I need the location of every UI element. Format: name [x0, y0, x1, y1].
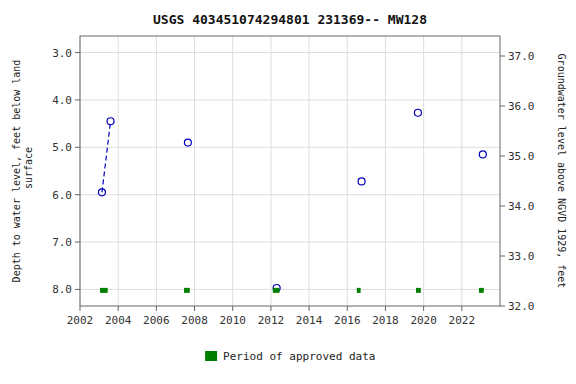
y2-tick-label: 37.0 [508, 50, 535, 63]
data-point [184, 139, 191, 146]
x-tick-label: 2016 [334, 314, 361, 327]
y2-axis-label: Groundwater level above NGVD 1929, feet [556, 54, 567, 289]
grid [80, 36, 500, 306]
y2-tick-label: 34.0 [508, 200, 535, 213]
y-tick-label: 4.0 [52, 94, 72, 107]
approved-bar [357, 288, 361, 293]
y2-tick [500, 306, 505, 307]
x-tick [194, 306, 195, 311]
grid-line-x [461, 36, 462, 306]
chart: 2002 2004 2006 2008 2010 2012 2014 2016 2018 2020… [0, 0, 576, 384]
x-tick-label: 2002 [67, 314, 94, 327]
y-tick-label: 5.0 [52, 141, 72, 154]
y2-tick-label: 36.0 [508, 100, 535, 113]
plot-frame [80, 36, 500, 306]
grid-line-y [80, 194, 500, 195]
grid-line-x [270, 36, 271, 306]
y-tick [75, 289, 80, 290]
approved-bar [273, 288, 280, 293]
y2-tick-label: 35.0 [508, 150, 535, 163]
y2-tick [500, 106, 505, 107]
y-tick-label: 7.0 [52, 236, 72, 249]
y-tick-label: 8.0 [52, 283, 72, 296]
data-point [414, 109, 421, 116]
x-tick [118, 306, 119, 311]
x-tick [423, 306, 424, 311]
grid-line-x [385, 36, 386, 306]
y2-tick [500, 56, 505, 57]
y2-tick-label: 33.0 [508, 250, 535, 263]
grid-line-x [232, 36, 233, 306]
x-tick-label: 2012 [258, 314, 285, 327]
x-tick-label: 2014 [296, 314, 323, 327]
x-tick-label: 2022 [449, 314, 476, 327]
grid-line-x [309, 36, 310, 306]
x-tick [156, 306, 157, 311]
y2-tick [500, 156, 505, 157]
data-point [107, 118, 114, 125]
grid-line-x [156, 36, 157, 306]
legend-label: Period of approved data [223, 350, 375, 363]
x-tick [270, 306, 271, 311]
marks [98, 109, 486, 293]
grid-line-x [423, 36, 424, 306]
approved-bar [479, 288, 484, 293]
legend-swatch [205, 351, 217, 361]
y2-tick [500, 206, 505, 207]
data-point [479, 151, 486, 158]
y-tick [75, 52, 80, 53]
y2-tick-label: 32.0 [508, 300, 535, 313]
grid-line-x [118, 36, 119, 306]
x-tick [461, 306, 462, 311]
y-axis-label-line: Depth to water level, feet below land [11, 60, 22, 283]
x-tick-label: 2006 [143, 314, 170, 327]
y-tick-label: 3.0 [52, 47, 72, 60]
y-tick [75, 194, 80, 195]
data-point [358, 178, 365, 185]
y2-tick [500, 256, 505, 257]
dashed-line [102, 121, 111, 192]
x-tick [80, 306, 81, 311]
y-axis-label-line: surface [23, 147, 34, 195]
x-tick [347, 306, 348, 311]
approved-bar [184, 288, 190, 293]
x-tick-label: 2020 [410, 314, 437, 327]
x-tick-label: 2008 [181, 314, 208, 327]
x-tick-label: 2004 [105, 314, 132, 327]
y-tick [75, 99, 80, 100]
x-tick-label: 2010 [219, 314, 246, 327]
grid-line-y [80, 52, 500, 53]
approved-bar [416, 288, 421, 293]
x-tick [232, 306, 233, 311]
y-tick [75, 147, 80, 148]
grid-line-y [80, 289, 500, 290]
grid-line-y [80, 147, 500, 148]
approved-bar [100, 288, 108, 293]
grid-line-x [194, 36, 195, 306]
title: USGS 403451074294801 231369-- MW128 [153, 12, 427, 27]
y-tick [75, 242, 80, 243]
grid-line-x [347, 36, 348, 306]
legend: Period of approved data [205, 350, 375, 363]
background [0, 0, 576, 384]
y-tick-label: 6.0 [52, 189, 72, 202]
grid-line-y [80, 242, 500, 243]
x-tick [309, 306, 310, 311]
grid-line-y [80, 99, 500, 100]
x-tick [385, 306, 386, 311]
x-tick-label: 2018 [372, 314, 399, 327]
y-axis-label: Depth to water level, feet below land su… [11, 60, 34, 283]
